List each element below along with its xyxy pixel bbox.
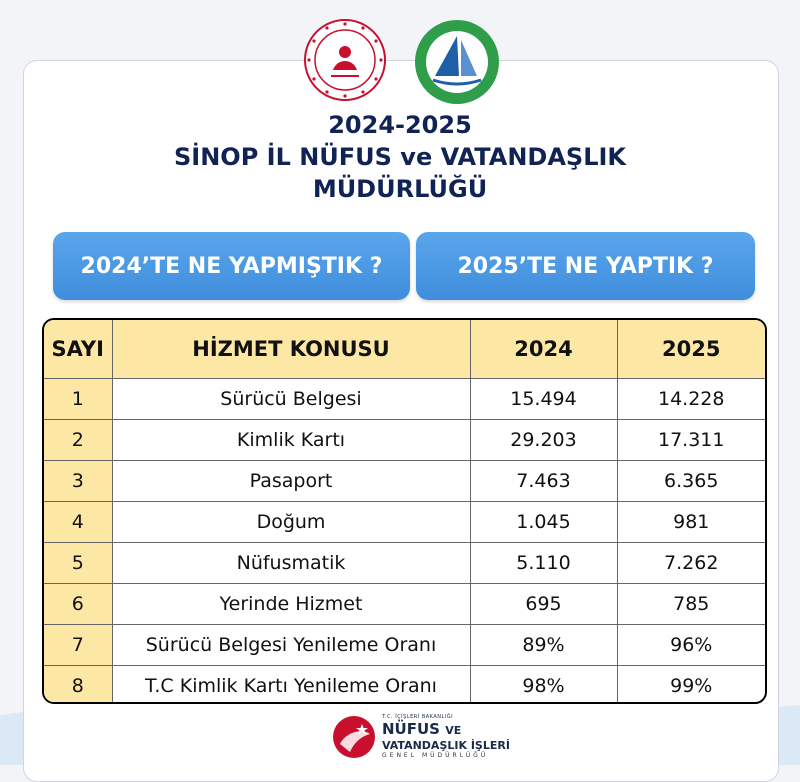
table-row: 8 T.C Kimlik Kartı Yenileme Oranı 98% 99…	[44, 665, 765, 702]
nvi-genel-text: GENEL MÜDÜRLÜĞÜ	[382, 752, 489, 759]
row-service: Sürücü Belgesi	[111, 378, 471, 420]
row-value-2024: 29.203	[469, 419, 618, 461]
row-number: 6	[44, 583, 113, 625]
row-value-2025: 7.262	[616, 542, 765, 584]
row-number: 8	[44, 665, 113, 702]
table-row: 1 Sürücü Belgesi 15.494 14.228	[44, 378, 765, 420]
row-value-2024: 1.045	[469, 501, 618, 543]
row-value-2024: 5.110	[469, 542, 618, 584]
nvi-nufus-text: NÜFUS	[382, 720, 440, 738]
row-value-2024: 89%	[469, 624, 618, 666]
table-row: 2 Kimlik Kartı 29.203 17.311	[44, 419, 765, 461]
row-number: 5	[44, 542, 113, 584]
nvi-ministry-text: T.C. İÇİŞLERİ BAKANLIĞI	[382, 714, 454, 720]
header-cell-2024: 2024	[469, 320, 618, 379]
row-number: 7	[44, 624, 113, 666]
table-row: 5 Nüfusmatik 5.110 7.262	[44, 542, 765, 584]
row-value-2024: 695	[469, 583, 618, 625]
table-row: 4 Doğum 1.045 981	[44, 501, 765, 543]
nvi-wordmark: T.C. İÇİŞLERİ BAKANLIĞI NÜFUS VE VATANDA…	[382, 714, 510, 760]
pill-2024-label: 2024’TE NE YAPMIŞTIK ?	[53, 232, 410, 300]
header-subtitle: MÜDÜRLÜĞÜ	[312, 175, 488, 203]
row-service: Kimlik Kartı	[111, 419, 471, 461]
row-number: 2	[44, 419, 113, 461]
row-service: Pasaport	[111, 460, 471, 502]
interior-ministry-seal-logo	[304, 19, 386, 101]
row-value-2025: 6.365	[616, 460, 765, 502]
nvi-vatandaslik-text: VATANDAŞLIK İŞLERİ	[382, 739, 510, 752]
row-value-2024: 98%	[469, 665, 618, 702]
table-header-row: SAYI HİZMET KONUSU 2024 2025	[44, 320, 765, 379]
row-value-2025: 96%	[616, 624, 765, 666]
row-value-2024: 15.494	[469, 378, 618, 420]
row-value-2025: 99%	[616, 665, 765, 702]
logo-row	[0, 18, 800, 108]
row-number: 4	[44, 501, 113, 543]
row-value-2025: 981	[616, 501, 765, 543]
row-service: T.C Kimlik Kartı Yenileme Oranı	[111, 665, 471, 702]
table-row: 6 Yerinde Hizmet 695 785	[44, 583, 765, 625]
services-table: SAYI HİZMET KONUSU 2024 2025 1 Sürücü Be…	[42, 318, 767, 704]
row-value-2025: 14.228	[616, 378, 765, 420]
header-title: SİNOP İL NÜFUS ve VATANDAŞLIK	[173, 143, 627, 171]
nvi-ve-text: VE	[445, 724, 462, 737]
header-cell-sayi: SAYI	[44, 320, 113, 379]
row-number: 1	[44, 378, 113, 420]
header-cell-2025: 2025	[616, 320, 765, 379]
row-service: Yerinde Hizmet	[111, 583, 471, 625]
nvi-logo-icon	[333, 716, 375, 758]
header-cell-hizmet: HİZMET KONUSU	[111, 320, 471, 379]
row-service: Doğum	[111, 501, 471, 543]
table-row: 3 Pasaport 7.463 6.365	[44, 460, 765, 502]
pill-2025-label: 2025’TE NE YAPTIK ?	[416, 232, 755, 300]
footer-logo: T.C. İÇİŞLERİ BAKANLIĞI NÜFUS VE VATANDA…	[0, 712, 800, 765]
table-row: 7 Sürücü Belgesi Yenileme Oranı 89% 96%	[44, 624, 765, 666]
header-year: 2024-2025	[328, 111, 472, 139]
row-service: Nüfusmatik	[111, 542, 471, 584]
row-value-2025: 785	[616, 583, 765, 625]
row-number: 3	[44, 460, 113, 502]
row-service: Sürücü Belgesi Yenileme Oranı	[111, 624, 471, 666]
row-value-2025: 17.311	[616, 419, 765, 461]
sinop-governorship-logo	[415, 20, 499, 104]
row-value-2024: 7.463	[469, 460, 618, 502]
